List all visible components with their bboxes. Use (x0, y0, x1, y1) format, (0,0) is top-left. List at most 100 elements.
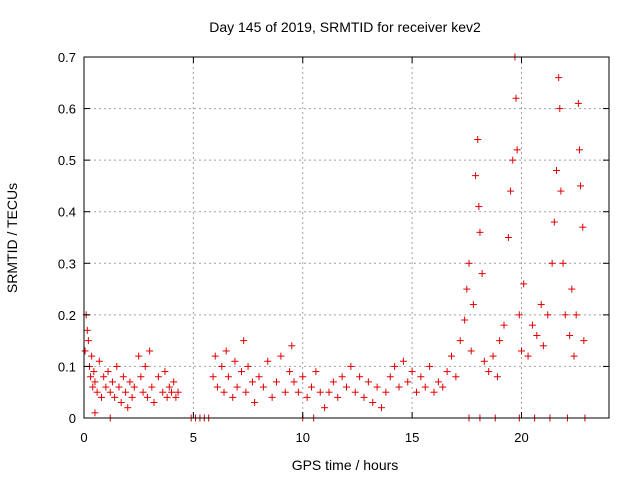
data-point (141, 362, 149, 370)
data-point (286, 368, 294, 376)
data-point (561, 311, 569, 319)
data-point (139, 388, 147, 396)
data-point (575, 146, 583, 154)
data-point (524, 352, 532, 360)
data-point (213, 383, 221, 391)
data-point (89, 383, 97, 391)
data-point (248, 378, 256, 386)
x-axis-label: GPS time / hours (292, 457, 399, 473)
data-point (135, 352, 143, 360)
x-tick-label: 15 (405, 430, 419, 445)
data-point (533, 331, 541, 339)
data-point (537, 301, 545, 309)
data-point (90, 368, 98, 376)
data-point (580, 337, 588, 345)
data-point (507, 187, 515, 195)
data-point (111, 393, 119, 401)
data-point (515, 311, 523, 319)
data-point (150, 399, 158, 407)
data-point (231, 357, 239, 365)
data-point (148, 383, 156, 391)
data-point (480, 357, 488, 365)
data-point (539, 342, 547, 350)
data-point (209, 373, 217, 381)
data-point (509, 156, 517, 164)
data-point (329, 378, 337, 386)
data-point (456, 337, 464, 345)
data-point (87, 373, 95, 381)
data-point (130, 383, 138, 391)
data-point (91, 378, 99, 386)
y-tick-label: 0.1 (58, 359, 76, 374)
data-point (518, 347, 525, 355)
data-point (84, 337, 92, 345)
y-tick-label: 0 (69, 411, 76, 426)
data-point (452, 373, 460, 381)
data-point (325, 388, 333, 396)
chart-title: Day 145 of 2019, SRMTID for receiver kev… (209, 19, 481, 35)
x-tick-label: 10 (296, 430, 310, 445)
data-point (404, 378, 412, 386)
data-point (356, 373, 364, 381)
data-point (218, 362, 226, 370)
y-axis-label: SRMTID / TECUs (4, 183, 20, 293)
data-point (172, 393, 180, 401)
data-point (143, 393, 151, 401)
data-point (512, 94, 520, 102)
data-point (478, 270, 486, 278)
data-point (399, 357, 407, 365)
data-point (321, 404, 329, 412)
data-point (233, 383, 241, 391)
data-point (472, 172, 480, 180)
data-point (493, 373, 501, 381)
grid-layer (84, 57, 609, 418)
data-point (242, 388, 250, 396)
data-point (434, 378, 442, 386)
data-point (382, 388, 390, 396)
data-point (485, 368, 493, 376)
data-point (417, 373, 425, 381)
plot-frame (83, 56, 610, 419)
data-point (117, 399, 125, 407)
data-point (264, 357, 272, 365)
data-point (343, 383, 350, 391)
data-point (369, 399, 377, 407)
data-point (81, 347, 89, 355)
x-tick-label: 0 (80, 430, 87, 445)
data-point (439, 383, 447, 391)
data-point (106, 388, 114, 396)
data-point (496, 337, 504, 345)
data-point (303, 393, 311, 401)
data-point (364, 378, 372, 386)
y-tick-label: 0.7 (58, 50, 76, 65)
data-point (294, 388, 302, 396)
data-point (91, 409, 99, 417)
y-tick-label: 0.2 (58, 308, 76, 323)
data-point (124, 404, 132, 412)
data-point (98, 393, 105, 401)
x-tick-label: 20 (514, 430, 528, 445)
data-point (290, 378, 298, 386)
data-point (244, 362, 252, 370)
data-point (126, 378, 134, 386)
data-point (222, 347, 230, 355)
data-point (467, 347, 475, 355)
data-point (281, 388, 289, 396)
data-point (448, 352, 455, 360)
data-point (83, 326, 91, 334)
data-point (351, 388, 359, 396)
data-point (170, 378, 178, 386)
data-point (220, 388, 228, 396)
y-tick-label: 0.6 (58, 102, 76, 117)
data-point (574, 99, 582, 107)
data-point (556, 105, 564, 113)
y-tick-label: 0.3 (58, 256, 76, 271)
data-point (163, 393, 171, 401)
y-tick-label: 0.5 (58, 153, 76, 168)
data-point (108, 378, 116, 386)
data-point (426, 362, 434, 370)
data-point (273, 378, 280, 386)
data-point (544, 311, 552, 319)
data-point (568, 285, 576, 293)
data-point (268, 393, 276, 401)
